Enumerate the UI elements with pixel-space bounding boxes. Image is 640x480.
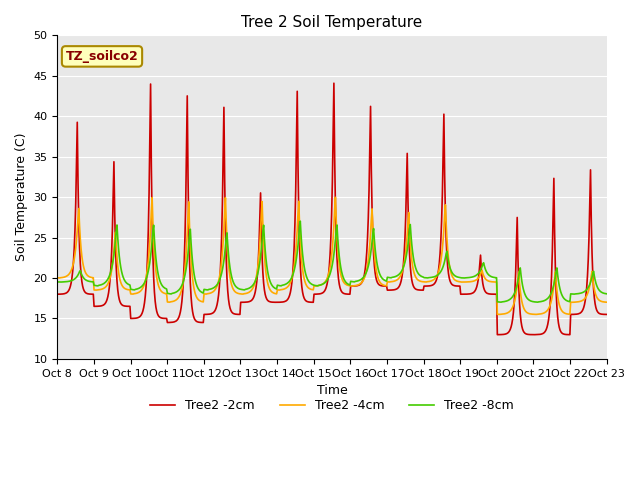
Tree2 -2cm	[205, 312, 212, 317]
Tree2 -8cm	[399, 264, 407, 270]
Tree2 -2cm	[176, 312, 184, 318]
Tree2 -2cm	[415, 287, 423, 293]
Tree2 -4cm	[399, 264, 407, 270]
Tree2 -4cm	[205, 291, 212, 297]
Line: Tree2 -2cm: Tree2 -2cm	[58, 83, 607, 335]
Tree2 -2cm	[494, 332, 502, 337]
Tree2 -8cm	[54, 279, 61, 285]
Tree2 -8cm	[415, 272, 423, 278]
Tree2 -4cm	[496, 312, 504, 317]
Line: Tree2 -4cm: Tree2 -4cm	[58, 197, 607, 314]
Tree2 -8cm	[205, 287, 212, 292]
Tree2 -8cm	[497, 299, 505, 305]
Tree2 -2cm	[603, 312, 611, 317]
Tree2 -4cm	[63, 273, 71, 278]
Tree2 -8cm	[176, 286, 184, 292]
Tree2 -2cm	[54, 291, 61, 297]
X-axis label: Time: Time	[317, 384, 348, 397]
Tree2 -4cm	[603, 300, 611, 305]
Tree2 -8cm	[296, 218, 304, 224]
Tree2 -8cm	[603, 291, 611, 297]
Tree2 -2cm	[120, 303, 128, 309]
Y-axis label: Soil Temperature (C): Soil Temperature (C)	[15, 133, 28, 262]
Tree2 -4cm	[120, 285, 128, 291]
Text: TZ_soilco2: TZ_soilco2	[66, 50, 138, 63]
Tree2 -4cm	[332, 194, 339, 200]
Tree2 -8cm	[120, 276, 128, 282]
Title: Tree 2 Soil Temperature: Tree 2 Soil Temperature	[241, 15, 422, 30]
Legend: Tree2 -2cm, Tree2 -4cm, Tree2 -8cm: Tree2 -2cm, Tree2 -4cm, Tree2 -8cm	[145, 395, 519, 418]
Tree2 -2cm	[330, 80, 338, 86]
Tree2 -2cm	[63, 289, 71, 295]
Tree2 -2cm	[399, 262, 407, 267]
Tree2 -4cm	[176, 293, 184, 299]
Tree2 -8cm	[63, 279, 71, 285]
Line: Tree2 -8cm: Tree2 -8cm	[58, 221, 607, 302]
Tree2 -4cm	[415, 278, 423, 284]
Tree2 -4cm	[54, 275, 61, 281]
